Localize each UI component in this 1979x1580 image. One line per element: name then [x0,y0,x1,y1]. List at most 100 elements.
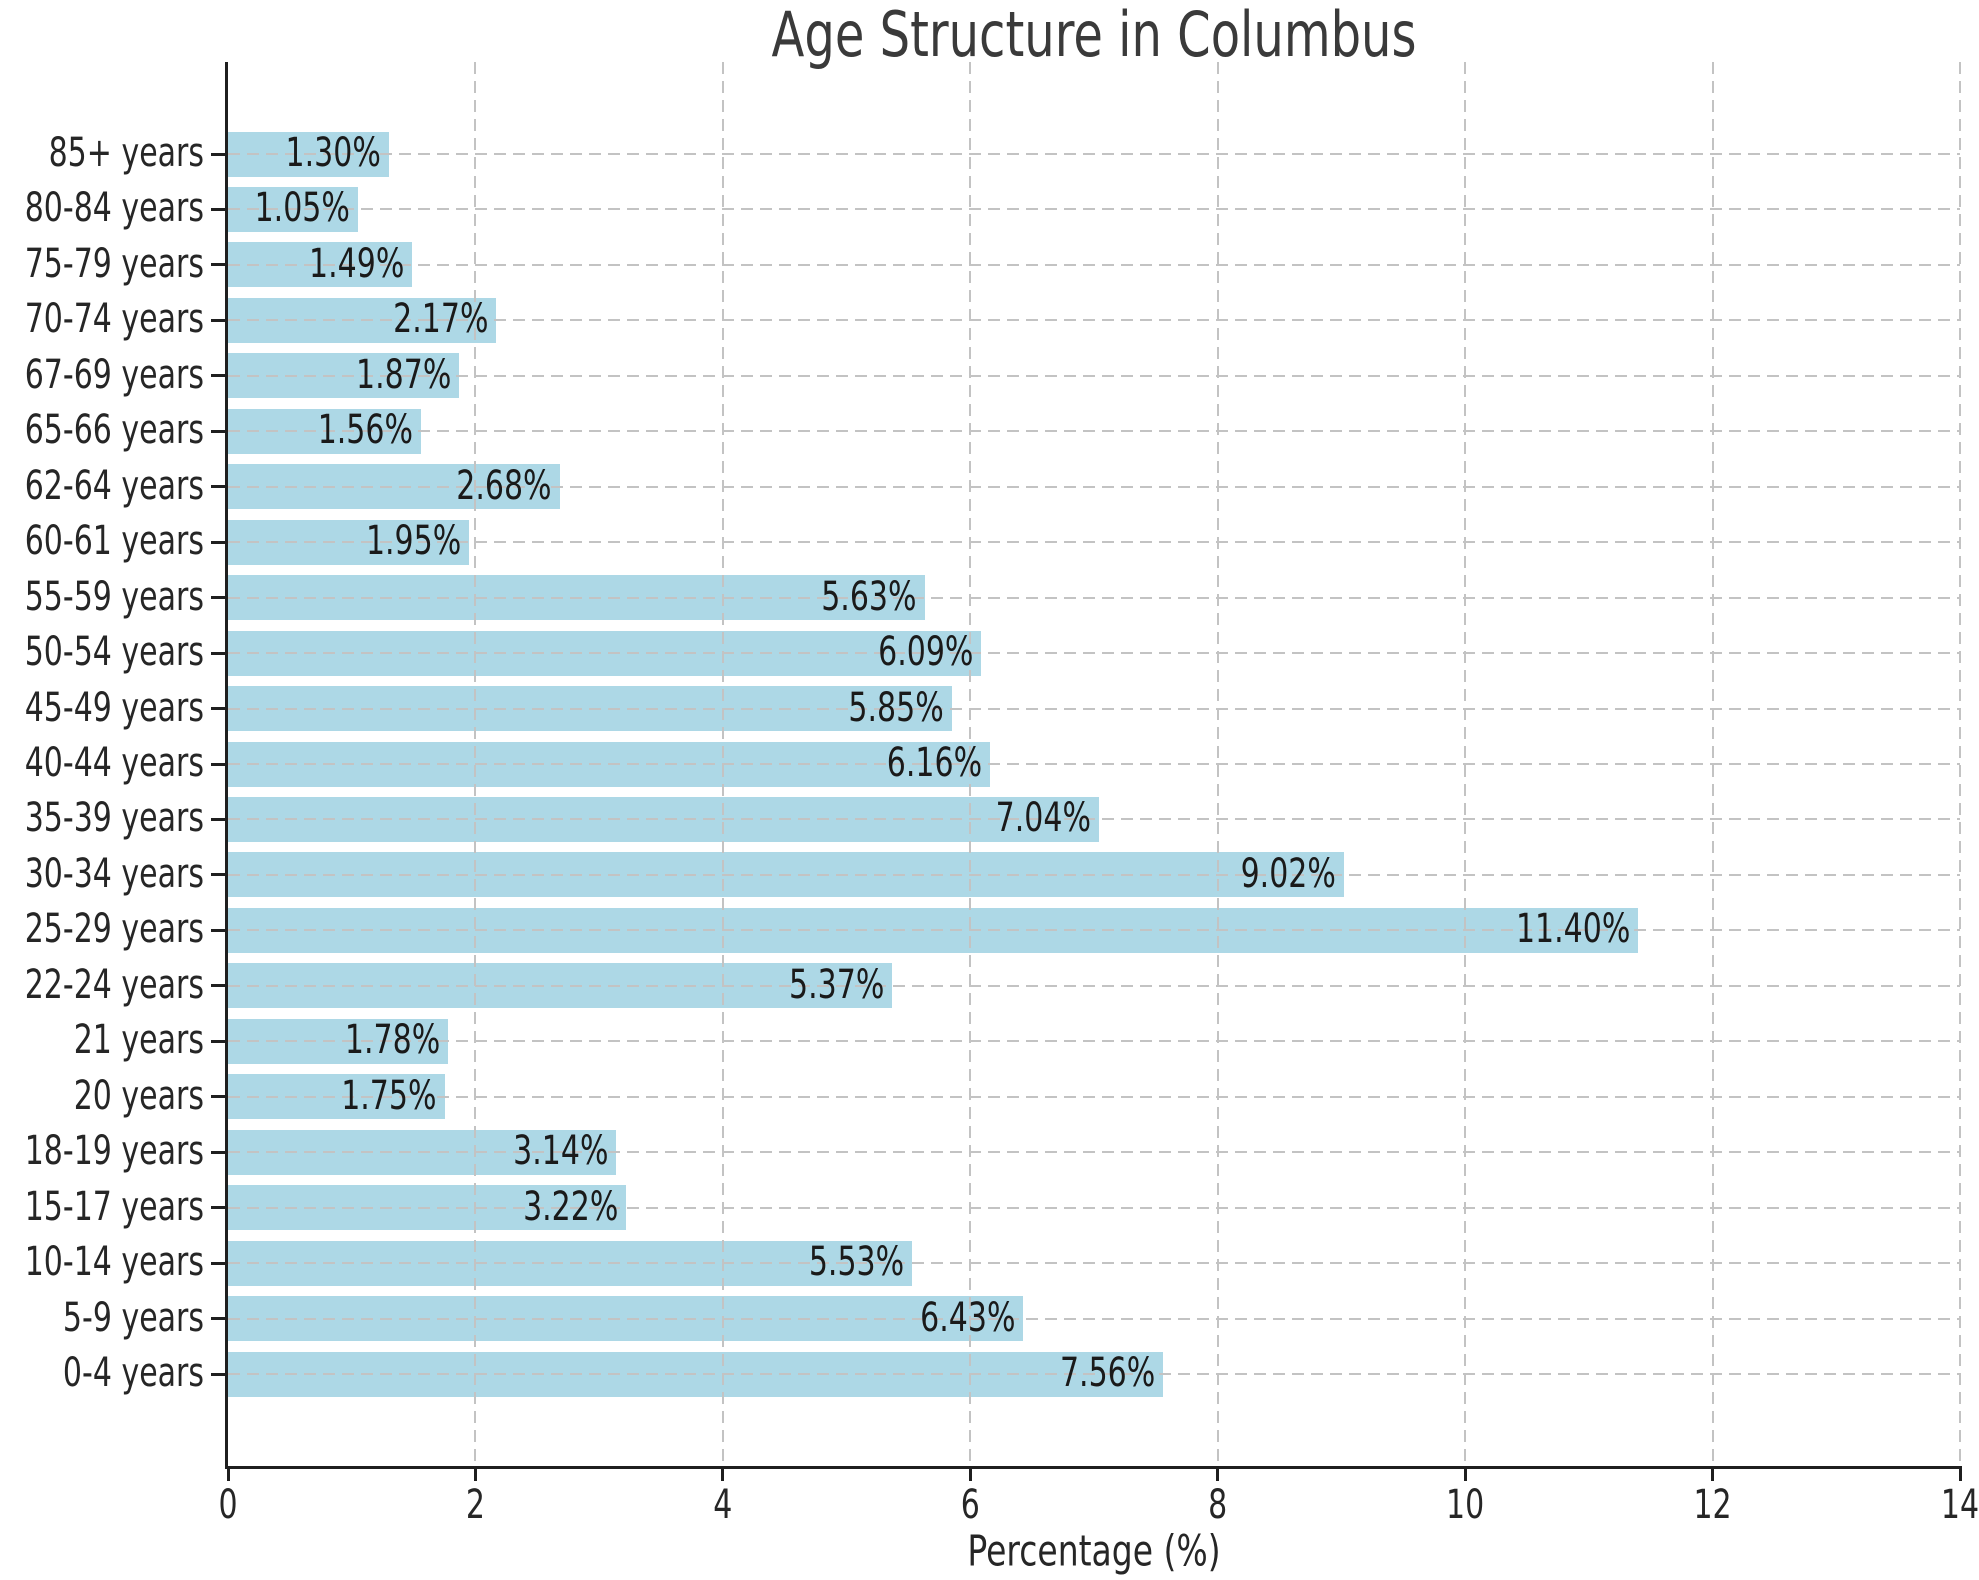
y-tick [211,152,225,156]
y-axis-label: 67-69 years [24,351,204,399]
bar-value-label: 6.43% [920,1294,1016,1342]
y-axis-label: 62-64 years [24,462,204,510]
bar-value-label: 5.37% [789,961,885,1009]
chart-title: Age Structure in Columbus [771,0,1417,72]
y-tick [211,928,225,932]
x-tick-label: 14 [1940,1481,1979,1529]
y-tick [211,984,225,988]
horizontal-gridline [228,818,1960,821]
y-tick [211,1150,225,1154]
x-axis-title: Percentage (%) [967,1525,1221,1576]
bar-value-label: 6.09% [878,628,974,677]
x-tick [1463,1466,1467,1481]
y-tick [211,540,225,544]
x-tick-label: 4 [713,1481,733,1529]
y-axis-label: 20 years [73,1072,204,1120]
horizontal-gridline [228,1373,1960,1375]
y-tick [211,1095,225,1099]
plot-area: 1.30% 1.05% 1.49% 2.17% 1.87% 1.56% 2.68% 1.95%… [211,62,1962,1481]
x-tick [226,1466,230,1481]
horizontal-gridline [228,153,1960,155]
bar-value-label: 1.30% [285,129,381,177]
horizontal-gridline [228,319,1960,322]
horizontal-gridline [228,652,1960,655]
bar-value-label: 7.04% [995,795,1091,843]
y-tick [211,318,225,322]
x-tick-label: 6 [960,1481,980,1529]
horizontal-gridline [228,707,1960,710]
horizontal-gridline [228,873,1960,876]
x-tick [1711,1466,1715,1481]
horizontal-gridline [228,1151,1960,1154]
x-tick-label: 10 [1446,1481,1485,1529]
horizontal-gridline [228,763,1960,765]
y-axis-label: 85+ years [48,129,204,177]
x-tick-label: 2 [465,1481,485,1529]
y-axis-label: 80-84 years [24,185,204,233]
x-tick [473,1466,477,1481]
y-tick [211,762,225,766]
bar-value-label: 5.63% [821,573,917,621]
y-tick [211,207,225,211]
y-tick [211,596,225,600]
y-axis-label: 5-9 years [62,1294,204,1342]
horizontal-gridline [228,263,1960,266]
y-tick [211,374,225,378]
y-axis-label: 70-74 years [24,296,204,344]
x-tick [968,1466,972,1481]
horizontal-gridline [228,541,1960,544]
bar-value-label: 1.56% [317,406,413,455]
y-tick [211,1039,225,1043]
bar-value-label: 1.95% [365,517,462,566]
y-axis-label: 35-39 years [24,795,204,843]
bar-value-label: 5.85% [848,684,944,732]
horizontal-gridline [228,929,1960,932]
y-axis-label: 22-24 years [24,961,204,1009]
bar-value-label: 3.22% [523,1183,619,1231]
y-tick [211,429,225,433]
bar-value-label: 7.56% [1059,1349,1156,1397]
horizontal-gridline [228,984,1960,987]
horizontal-gridline [228,1095,1960,1098]
bar-value-label: 11.40% [1515,906,1631,954]
horizontal-gridline [228,430,1960,433]
y-tick [211,485,225,489]
y-axis-label: 10-14 years [24,1238,204,1287]
y-axis-label: 21 years [73,1016,204,1065]
y-tick [211,873,225,877]
y-tick [211,817,225,821]
y-axis-label: 65-66 years [24,406,204,455]
bar-value-label: 1.87% [356,351,452,399]
y-axis-label: 55-59 years [24,573,204,621]
y-axis-label: 50-54 years [24,628,204,677]
horizontal-gridline [228,208,1960,211]
bar-value-label: 1.49% [309,240,405,288]
x-tick-label: 8 [1208,1481,1228,1529]
y-axis-label: 60-61 years [24,517,204,566]
y-tick [211,707,225,711]
bar-value-label: 5.53% [808,1238,905,1287]
y-tick [211,651,225,655]
y-axis-line [225,62,228,1469]
x-tick [721,1466,725,1481]
x-tick-label: 12 [1693,1481,1732,1529]
y-axis-label: 25-29 years [24,906,204,954]
y-axis-label: 75-79 years [24,240,204,288]
x-tick [1216,1466,1220,1481]
y-tick [211,1372,225,1376]
bar-value-label: 2.68% [456,462,552,510]
y-tick [211,1317,225,1321]
bar-value-label: 1.05% [254,185,350,233]
horizontal-gridline [228,596,1960,599]
y-axis-label: 40-44 years [24,739,204,787]
y-tick [211,263,225,267]
horizontal-gridline [228,1262,1960,1265]
vertical-gridline [1959,62,1961,1466]
y-tick [211,1261,225,1265]
horizontal-gridline [228,485,1960,488]
horizontal-gridline [228,1317,1960,1320]
x-tick [1958,1466,1962,1481]
y-axis-label: 30-34 years [24,850,204,898]
bar-value-label: 1.75% [341,1072,437,1120]
bar-value-label: 3.14% [513,1127,609,1176]
